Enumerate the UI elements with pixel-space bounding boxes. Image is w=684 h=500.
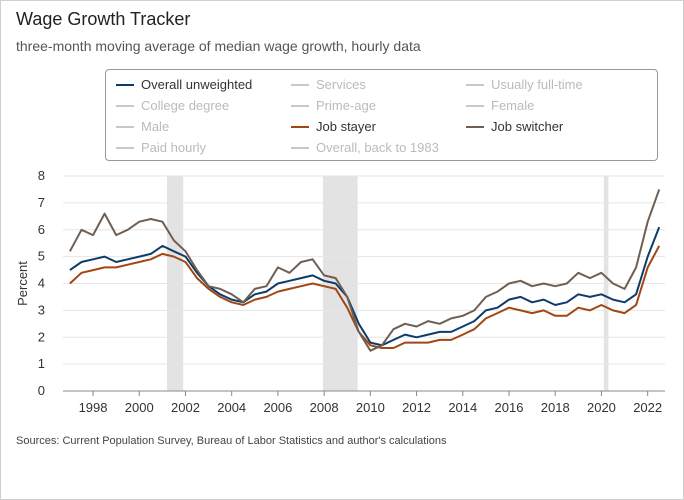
source-note: Sources: Current Population Survey, Bure… bbox=[16, 435, 447, 447]
legend-item[interactable]: Female bbox=[466, 98, 534, 113]
y-tick-label: 7 bbox=[38, 195, 45, 210]
grid-lines bbox=[63, 175, 665, 365]
x-tick-label: 2006 bbox=[263, 400, 292, 415]
x-tick-label: 2000 bbox=[125, 400, 154, 415]
legend-label: Services bbox=[316, 77, 366, 92]
legend-item[interactable]: Usually full-time bbox=[466, 77, 583, 92]
legend-swatch bbox=[116, 104, 134, 107]
x-tick-label: 1998 bbox=[79, 400, 108, 415]
series-lines bbox=[69, 189, 661, 352]
plot-area: 0 1 2 3 4 5 6 7 8 1998 2000 2002 2004 2006 2008 2010 201… bbox=[15, 168, 665, 415]
legend-swatch bbox=[291, 104, 309, 107]
y-axis-label: Percent bbox=[15, 261, 30, 306]
legend-label: Job switcher bbox=[491, 119, 564, 134]
x-tick-label: 2014 bbox=[448, 400, 477, 415]
y-tick-label: 3 bbox=[38, 302, 45, 317]
legend-swatch bbox=[466, 125, 484, 128]
x-tick-label: 2004 bbox=[217, 400, 246, 415]
x-tick-label: 2020 bbox=[587, 400, 616, 415]
legend-label: Usually full-time bbox=[491, 77, 583, 92]
legend-label: Overall, back to 1983 bbox=[316, 140, 439, 155]
x-tick-label: 2012 bbox=[402, 400, 431, 415]
legend-swatch bbox=[291, 83, 309, 86]
legend-label: Male bbox=[141, 119, 170, 134]
series-line bbox=[69, 226, 661, 347]
legend-item[interactable]: Overall unweighted bbox=[116, 77, 252, 92]
y-tick-label: 2 bbox=[38, 329, 45, 344]
legend-label: Overall unweighted bbox=[141, 77, 253, 92]
legend-label: Prime-age bbox=[316, 98, 376, 113]
legend-item[interactable]: Male bbox=[116, 119, 169, 134]
chart-title: Wage Growth Tracker bbox=[16, 9, 191, 29]
x-tick-label: 2008 bbox=[310, 400, 339, 415]
y-tick-label: 4 bbox=[38, 276, 45, 291]
x-tick-label: 2018 bbox=[541, 400, 570, 415]
legend-swatch bbox=[466, 104, 484, 107]
legend-label: Female bbox=[491, 98, 535, 113]
y-tick-label: 5 bbox=[38, 249, 45, 264]
legend-item[interactable]: Overall, back to 1983 bbox=[291, 140, 439, 155]
legend-item[interactable]: Job switcher bbox=[466, 119, 563, 134]
x-tick-label: 2016 bbox=[495, 400, 524, 415]
x-tick-label: 2022 bbox=[633, 400, 662, 415]
legend-swatch bbox=[291, 125, 309, 128]
axes: 0 1 2 3 4 5 6 7 8 1998 2000 2002 2004 2006 2008 2010 201… bbox=[15, 168, 665, 415]
y-tick-label: 0 bbox=[38, 383, 45, 398]
y-tick-label: 8 bbox=[38, 168, 45, 183]
legend-item[interactable]: Prime-age bbox=[291, 98, 376, 113]
legend-swatch bbox=[116, 125, 134, 128]
legend-swatch bbox=[466, 83, 484, 86]
legend-label: College degree bbox=[141, 98, 230, 113]
legend-item[interactable]: Job stayer bbox=[291, 119, 376, 134]
series-line bbox=[69, 245, 661, 349]
legend-item[interactable]: Paid hourly bbox=[116, 140, 206, 155]
legend-item[interactable]: College degree bbox=[116, 98, 229, 113]
legend: Overall unweighted Services Usually full-t… bbox=[105, 69, 658, 161]
x-tick-label: 2010 bbox=[356, 400, 385, 415]
y-tick-label: 1 bbox=[38, 356, 45, 371]
legend-item[interactable]: Services bbox=[291, 77, 366, 92]
x-tick-label: 2002 bbox=[171, 400, 200, 415]
legend-label: Job stayer bbox=[316, 119, 376, 134]
legend-label: Paid hourly bbox=[141, 140, 207, 155]
series-line bbox=[69, 189, 661, 352]
legend-swatch bbox=[116, 83, 134, 86]
legend-swatch bbox=[116, 146, 134, 149]
legend-swatch bbox=[291, 146, 309, 149]
y-tick-label: 6 bbox=[38, 222, 45, 237]
chart-subtitle: three-month moving average of median wag… bbox=[16, 38, 421, 54]
